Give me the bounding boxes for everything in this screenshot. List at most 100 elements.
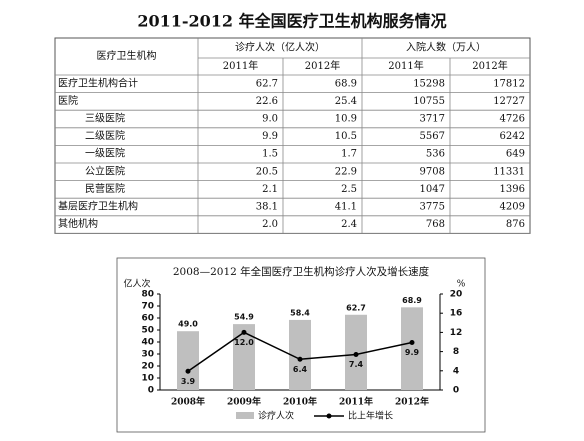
table-cell: 9.9 — [262, 131, 278, 142]
table-cell: 41.1 — [335, 202, 357, 213]
table-cell: 10.5 — [335, 131, 357, 142]
legend-swatch — [326, 413, 332, 419]
table-subheader: 2011年 — [223, 59, 258, 72]
table-cell: 536 — [426, 149, 445, 160]
table-header: 诊疗人次（亿人次） — [235, 41, 325, 54]
y-tick-label: 30 — [141, 350, 154, 360]
table-cell: 1396 — [500, 184, 525, 195]
bar — [233, 324, 255, 390]
table-cell: 11331 — [493, 166, 525, 177]
row-label: 医疗卫生机构合计 — [58, 76, 138, 89]
bar — [401, 307, 423, 390]
row-label: 三级医院 — [85, 112, 125, 125]
table-cell: 38.1 — [256, 202, 278, 213]
line-marker — [409, 339, 415, 345]
chart-frame — [116, 257, 486, 433]
y-tick-label: 60 — [141, 314, 154, 324]
table-cell: 3775 — [420, 202, 445, 213]
page-title: 2011-2012 年全国医疗卫生机构服务情况 — [137, 12, 446, 31]
y2-tick-label: 12 — [450, 328, 463, 338]
table-cell: 2.5 — [341, 184, 357, 195]
table-cell: 5567 — [420, 131, 445, 142]
row-label: 一级医院 — [85, 147, 125, 160]
table-cell: 649 — [506, 149, 525, 160]
legend-swatch — [236, 412, 254, 419]
line-value-label: 6.4 — [293, 365, 308, 374]
bar — [177, 331, 199, 390]
row-label: 医院 — [58, 94, 78, 107]
line-value-label: 3.9 — [181, 377, 196, 386]
legend-label: 比上年增长 — [348, 410, 393, 422]
table-cell: 9.0 — [262, 114, 278, 125]
table-cell: 68.9 — [335, 78, 357, 89]
table-cell: 2.4 — [341, 219, 357, 230]
table-cell: 2.1 — [262, 184, 278, 195]
table-cell: 1047 — [420, 184, 445, 195]
bar-value-label: 54.9 — [234, 313, 254, 322]
table-cell: 22.9 — [335, 166, 357, 177]
line-value-label: 7.4 — [349, 360, 364, 369]
y2-tick-label: 16 — [450, 309, 463, 319]
y-tick-label: 80 — [141, 290, 154, 300]
table-cell: 4209 — [500, 202, 525, 213]
table-cell: 20.5 — [256, 166, 278, 177]
table-subheader: 2012年 — [305, 59, 340, 72]
row-label: 其他机构 — [58, 217, 98, 230]
table-cell: 62.7 — [256, 78, 278, 89]
y-tick-label: 10 — [141, 374, 154, 384]
y2-tick-label: 8 — [453, 347, 459, 357]
table-cell: 6242 — [500, 131, 525, 142]
table-cell: 3717 — [420, 114, 445, 125]
table-cell: 4726 — [500, 114, 525, 125]
line-marker — [241, 329, 247, 335]
table-cell: 17812 — [493, 78, 525, 89]
table-cell: 1.5 — [262, 149, 278, 160]
table-cell: 22.6 — [256, 96, 278, 107]
table-subheader: 2012年 — [472, 59, 507, 72]
x-tick-label: 2009年 — [227, 396, 261, 408]
table-header: 医疗卫生机构 — [97, 49, 157, 62]
table-cell: 876 — [506, 219, 525, 230]
y-tick-label: 70 — [141, 302, 154, 312]
y-tick-label: 0 — [148, 386, 154, 396]
legend-label: 诊疗人次 — [258, 410, 294, 422]
table-cell: 1.7 — [341, 149, 357, 160]
line-marker — [297, 356, 303, 362]
table-cell: 12727 — [493, 96, 525, 107]
bar — [289, 319, 311, 390]
y-tick-label: 40 — [141, 338, 154, 348]
y2-tick-label: 20 — [450, 290, 463, 300]
table-subheader: 2011年 — [388, 59, 423, 72]
table-cell: 10755 — [413, 96, 445, 107]
chart-title: 2008—2012 年全国医疗卫生机构诊疗人次及增长速度 — [173, 265, 430, 278]
x-tick-label: 2012年 — [395, 396, 429, 408]
row-label: 二级医院 — [85, 129, 125, 142]
line-value-label: 9.9 — [405, 348, 420, 357]
y-axis-label: 亿人次 — [123, 278, 150, 290]
x-tick-label: 2010年 — [283, 396, 317, 408]
x-tick-label: 2011年 — [339, 396, 373, 408]
table-header: 入院人数（万人） — [406, 41, 486, 54]
line-value-label: 12.0 — [234, 338, 254, 347]
table-cell: 9708 — [420, 166, 445, 177]
row-label: 基层医疗卫生机构 — [58, 200, 138, 213]
table-cell: 2.0 — [262, 219, 278, 230]
y2-tick-label: 0 — [453, 386, 459, 396]
table-cell: 15298 — [413, 78, 445, 89]
y2-tick-label: 4 — [453, 366, 459, 376]
line-marker — [353, 351, 359, 357]
x-tick-label: 2008年 — [171, 396, 205, 408]
bar-value-label: 58.4 — [290, 308, 310, 317]
row-label: 民营医院 — [85, 182, 125, 195]
row-label: 公立医院 — [85, 164, 125, 177]
bar-value-label: 49.0 — [178, 320, 198, 329]
bar-value-label: 62.7 — [346, 303, 366, 312]
table-cell: 768 — [426, 219, 445, 230]
bar-value-label: 68.9 — [402, 296, 422, 305]
table-cell: 25.4 — [335, 96, 357, 107]
y-tick-label: 50 — [141, 326, 154, 336]
y2-axis-label: % — [457, 280, 466, 290]
table-cell: 10.9 — [335, 114, 357, 125]
line-marker — [185, 368, 191, 374]
